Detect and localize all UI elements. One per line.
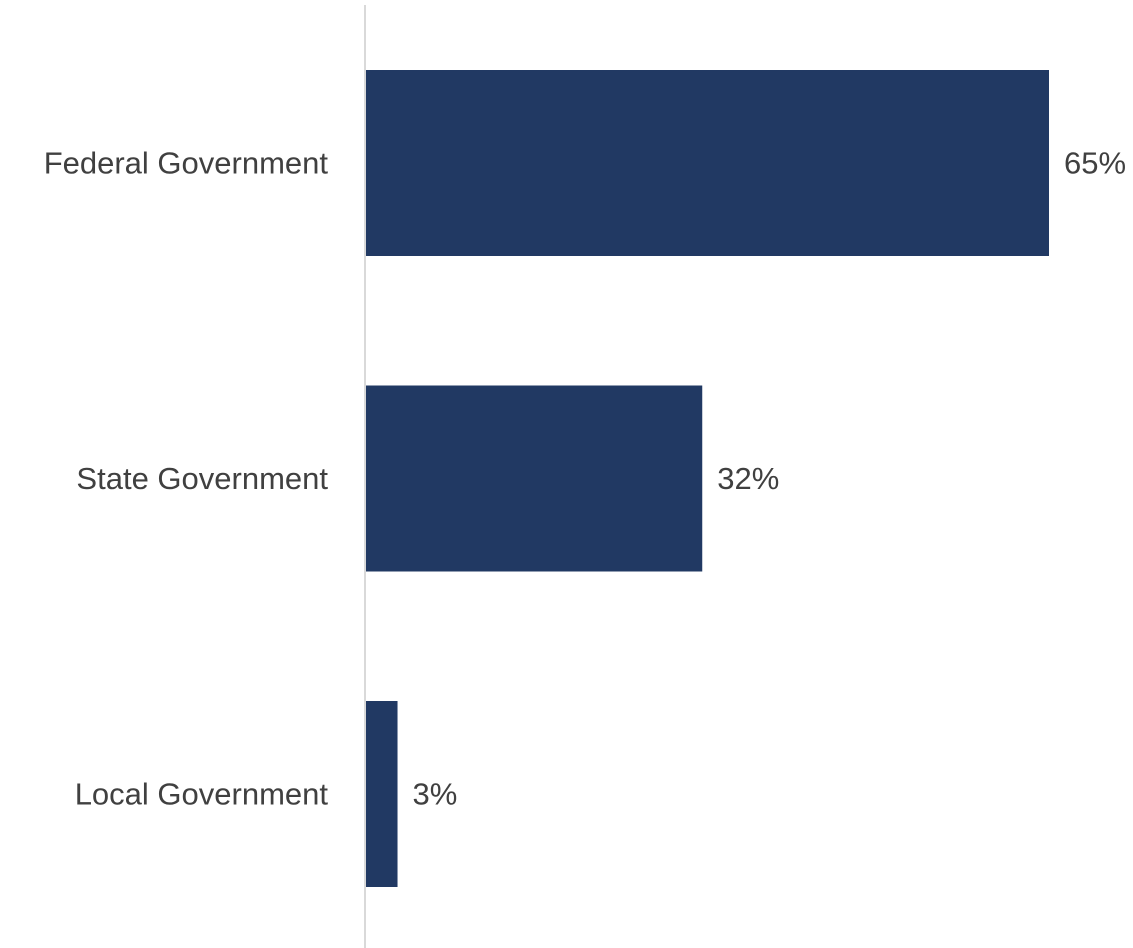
category-label: State Government bbox=[76, 461, 328, 496]
value-label: 65% bbox=[1064, 146, 1126, 181]
value-labels: 65% 32% 3% bbox=[413, 146, 1127, 812]
category-label: Federal Government bbox=[44, 146, 329, 181]
bars bbox=[366, 70, 1049, 887]
bar-state-government bbox=[366, 385, 703, 572]
bar-local-government bbox=[366, 701, 398, 887]
value-label: 32% bbox=[717, 461, 779, 496]
category-label: Local Government bbox=[75, 777, 329, 812]
value-label: 3% bbox=[413, 777, 458, 812]
bar-federal-government bbox=[366, 70, 1049, 256]
category-labels: Federal Government State Government Local … bbox=[44, 146, 329, 812]
